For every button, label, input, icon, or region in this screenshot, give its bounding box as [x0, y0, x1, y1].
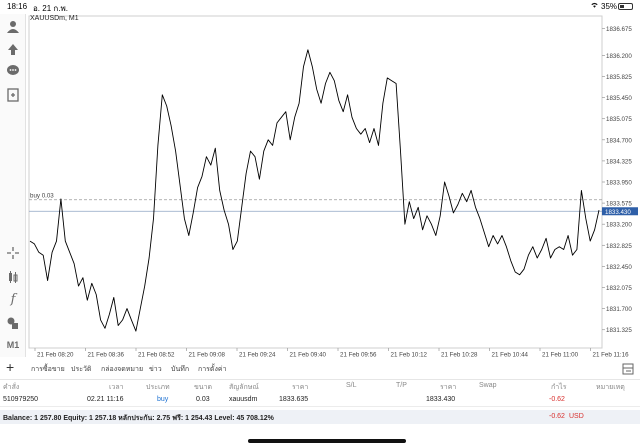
status-time: 18:16	[7, 2, 28, 11]
news-icon[interactable]	[4, 86, 22, 104]
col-price: ราคา	[292, 384, 309, 391]
x-tick-label: 21 Feb 08:20	[37, 352, 74, 358]
y-tick-label: 1835.450	[606, 95, 632, 102]
x-tick-label: 21 Feb 08:36	[88, 352, 125, 358]
panel-toggle-icon[interactable]	[622, 362, 634, 375]
x-tick-label: 21 Feb 08:52	[138, 352, 175, 358]
col-type: ประเภท	[146, 384, 170, 391]
x-tick-label: 21 Feb 11:16	[593, 352, 630, 358]
tab-settings[interactable]: การตั้งค่า	[198, 366, 227, 373]
order-id: 510979250	[3, 396, 39, 403]
add-icon[interactable]: +	[6, 359, 15, 375]
y-tick-label: 1833.200	[606, 222, 632, 229]
home-indicator	[248, 439, 406, 443]
x-tick-label: 21 Feb 09:40	[290, 352, 327, 358]
chart-type-icon[interactable]	[4, 268, 22, 286]
order-price: 1833.635	[279, 396, 309, 403]
battery-icon	[618, 3, 633, 10]
order-type: buy	[157, 396, 169, 403]
x-tick-label: 21 Feb 10:28	[441, 352, 478, 358]
col-order: คำสั่ง	[3, 384, 20, 391]
order-symbol: xauusdm	[229, 396, 258, 403]
y-tick-label: 1833.950	[606, 180, 632, 187]
timeframe-button[interactable]: M1	[6, 340, 20, 350]
orders-table-header: คำสั่ง เวลา ประเภท ขนาด สัญลักษณ์ ราคา S…	[0, 379, 640, 392]
price-series-line	[29, 49, 600, 332]
current-price-label: 1833.430	[605, 209, 631, 216]
y-tick-label: 1836.200	[606, 53, 632, 60]
order-size: 0.03	[196, 396, 210, 403]
balance-bar: Balance: 1 257.80 Equity: 1 257.18 หลักป…	[0, 410, 640, 424]
plot-frame	[28, 15, 603, 349]
x-tick-label: 21 Feb 10:44	[492, 352, 529, 358]
col-current-price: ราคา	[440, 384, 457, 391]
tab-trade[interactable]: การซื้อขาย	[31, 366, 65, 373]
col-symbol: สัญลักษณ์	[229, 384, 259, 391]
y-tick-label: 1834.700	[606, 137, 632, 144]
col-size: ขนาด	[194, 384, 213, 391]
y-tick-label: 1831.700	[606, 306, 632, 313]
y-tick-label: 1831.325	[606, 327, 632, 334]
tab-journal[interactable]: บันทึก	[171, 366, 190, 373]
left-toolbar: f M1	[0, 14, 26, 357]
x-tick-label: 21 Feb 09:24	[239, 352, 276, 358]
y-tick-label: 1834.325	[606, 158, 632, 165]
battery-percent: 35%	[601, 2, 618, 11]
price-chart[interactable]: 1836.675 1836.200 1835.825 1835.450 1835.075…	[27, 14, 640, 357]
indicators-icon[interactable]: f	[10, 291, 16, 307]
buy-label: buy 0.03	[30, 193, 54, 200]
total-profit: -0.62	[549, 413, 565, 420]
col-swap: Swap	[479, 382, 497, 389]
account-icon[interactable]	[4, 18, 22, 36]
chart-symbol-label: XAUUSDm, M1	[30, 15, 79, 22]
chat-icon[interactable]	[4, 62, 22, 80]
account-currency: USD	[569, 413, 584, 420]
tab-history[interactable]: ประวัติ	[71, 366, 92, 373]
wifi-icon	[590, 1, 599, 11]
chart-svg: 1836.675 1836.200 1835.825 1835.450 1835.075…	[28, 15, 638, 358]
order-time: 02.21 11:16	[87, 396, 124, 403]
order-profit: -0.62	[549, 396, 565, 403]
bottom-tabs: + การซื้อขาย ประวัติ กล่องจดหมาย ข่าว บั…	[0, 359, 640, 377]
x-tick-label: 21 Feb 09:08	[189, 352, 226, 358]
table-row[interactable]: 510979250 02.21 11:16 buy 0.03 xauusdm 1…	[0, 393, 640, 407]
col-tp: T/P	[396, 382, 407, 389]
tab-news[interactable]: ข่าว	[149, 366, 162, 373]
status-date: อ. 21 ก.พ.	[33, 4, 68, 13]
y-tick-label: 1832.075	[606, 285, 632, 292]
col-profit: กำไร	[551, 384, 567, 391]
trade-icon[interactable]	[4, 40, 22, 58]
status-bar: 18:16 อ. 21 ก.พ. 35%	[0, 0, 640, 14]
y-tick-label: 1835.825	[606, 74, 632, 81]
crosshair-icon[interactable]	[4, 244, 22, 262]
col-comment: หมายเหตุ	[596, 384, 625, 391]
x-tick-label: 21 Feb 09:56	[340, 352, 377, 358]
x-tick-label: 21 Feb 11:00	[542, 352, 579, 358]
x-tick-label: 21 Feb 10:12	[391, 352, 428, 358]
y-tick-label: 1836.675	[606, 26, 632, 33]
col-sl: S/L	[346, 382, 357, 389]
tab-mailbox[interactable]: กล่องจดหมาย	[101, 366, 144, 373]
y-tick-label: 1833.575	[606, 201, 632, 208]
col-time: เวลา	[109, 384, 124, 391]
y-tick-label: 1835.075	[606, 116, 632, 123]
y-tick-label: 1832.825	[606, 243, 632, 250]
y-tick-label: 1832.450	[606, 264, 632, 271]
objects-icon[interactable]	[4, 314, 22, 332]
order-current-price: 1833.430	[426, 396, 456, 403]
current-price-tag	[602, 207, 638, 216]
balance-summary: Balance: 1 257.80 Equity: 1 257.18 หลักป…	[3, 415, 274, 422]
